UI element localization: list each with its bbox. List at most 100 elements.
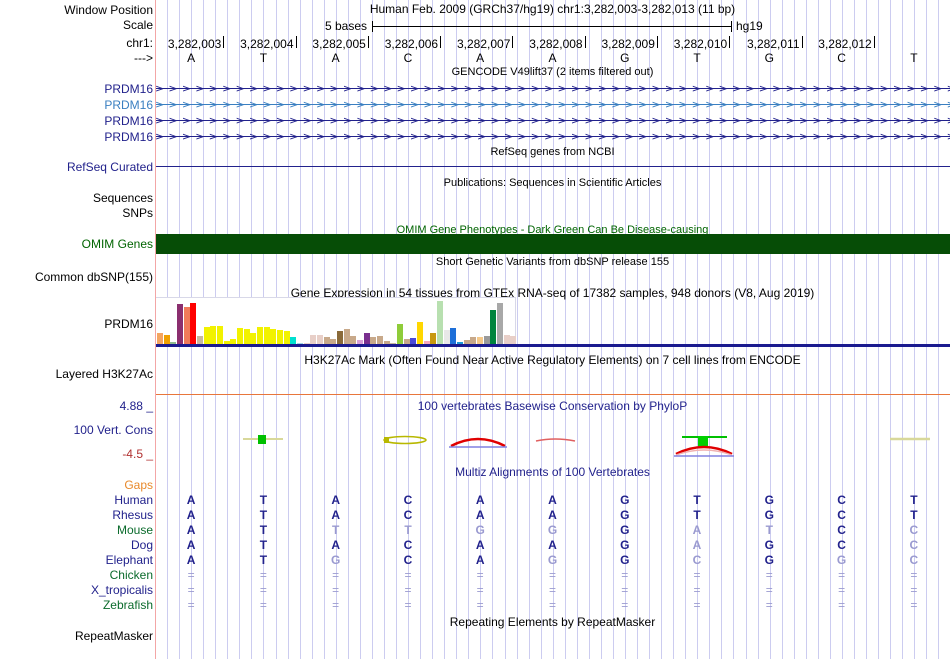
species-label[interactable]: Dog — [130, 538, 153, 552]
chromosome-label: chr1: — [126, 36, 153, 50]
layered-h3k27ac-label[interactable]: Layered H3K27Ac — [55, 367, 153, 381]
publications-track-title[interactable]: Publications: Sequences in Scientific Ar… — [443, 177, 662, 189]
gtex-tissue-bar[interactable] — [450, 328, 457, 344]
refseq-track-title[interactable]: RefSeq genes from NCBI — [490, 146, 615, 158]
gtex-tissue-bar[interactable] — [277, 330, 284, 344]
gencode-transcript-row[interactable]: >>>>>>>>>>>>>>>>>>>>>>>>>>>>>>>>>>>>>>>>… — [155, 131, 950, 143]
gtex-tissue-bar[interactable] — [177, 303, 184, 344]
gtex-tissue-bar[interactable] — [323, 337, 330, 344]
gtex-tissue-bar[interactable] — [310, 335, 317, 344]
gencode-gene-name[interactable]: PRDM16 — [104, 114, 153, 128]
dbsnp-track-title[interactable]: Short Genetic Variants from dbSNP releas… — [435, 256, 670, 268]
gtex-tissue-bar[interactable] — [197, 336, 204, 344]
conservation-track-label[interactable]: 100 Vert. Cons — [73, 423, 153, 437]
species-label[interactable]: Human — [114, 493, 153, 507]
strand-arrow-label: ---> — [134, 51, 153, 65]
gencode-gene-name[interactable]: PRDM16 — [104, 130, 153, 144]
gtex-tissue-bar[interactable] — [290, 337, 297, 344]
gtex-tissue-bar[interactable] — [477, 337, 484, 344]
gtex-tissue-bar[interactable] — [350, 336, 357, 344]
gtex-tissue-bar[interactable] — [343, 329, 350, 344]
gtex-tissue-bar[interactable] — [417, 321, 424, 344]
gtex-tissue-bar[interactable] — [370, 337, 377, 344]
species-label[interactable]: Rhesus — [112, 508, 153, 522]
gencode-gene-name[interactable]: PRDM16 — [104, 82, 153, 96]
repeatmasker-label[interactable]: RepeatMasker — [74, 629, 153, 643]
gtex-tissue-bar[interactable] — [190, 302, 197, 344]
gtex-tissue-bar[interactable] — [397, 324, 404, 344]
gtex-tissue-bar[interactable] — [430, 333, 437, 344]
gtex-tissue-bar[interactable] — [297, 343, 304, 344]
gencode-transcript-row[interactable]: >>>>>>>>>>>>>>>>>>>>>>>>>>>>>>>>>>>>>>>>… — [155, 99, 950, 111]
gencode-transcript-row[interactable]: >>>>>>>>>>>>>>>>>>>>>>>>>>>>>>>>>>>>>>>>… — [155, 83, 950, 95]
snps-label[interactable]: SNPs — [122, 206, 153, 220]
gtex-bars[interactable] — [157, 298, 517, 344]
gtex-tissue-bar[interactable] — [243, 329, 250, 344]
gtex-tissue-bar[interactable] — [330, 339, 337, 344]
gtex-tissue-bar[interactable] — [270, 329, 277, 344]
gtex-tissue-bar[interactable] — [157, 333, 164, 344]
common-dbsnp-label[interactable]: Common dbSNP(155) — [34, 270, 153, 284]
sequences-label[interactable]: Sequences — [92, 191, 153, 205]
gtex-tissue-bar[interactable] — [217, 326, 224, 344]
gtex-tissue-bar[interactable] — [410, 338, 417, 344]
gtex-tissue-bar[interactable] — [203, 327, 210, 344]
gtex-tissue-bar[interactable] — [230, 339, 237, 344]
alignment-base: A — [186, 538, 196, 552]
species-label[interactable]: Elephant — [105, 553, 153, 567]
gtex-tissue-bar[interactable] — [283, 331, 290, 344]
gtex-tissue-bar[interactable] — [483, 336, 490, 344]
gtex-tissue-bar[interactable] — [170, 342, 177, 344]
gtex-tissue-bar[interactable] — [303, 343, 310, 344]
ruler-coordinate: 3,282,012 — [818, 37, 872, 51]
gtex-tissue-bar[interactable] — [490, 309, 497, 344]
gtex-tissue-bar[interactable] — [257, 327, 264, 344]
species-label[interactable]: Chicken — [109, 568, 153, 582]
gtex-tissue-bar[interactable] — [163, 335, 170, 344]
gtex-tissue-bar[interactable] — [437, 301, 444, 344]
gtex-tissue-bar[interactable] — [503, 335, 510, 344]
gtex-tissue-bar[interactable] — [423, 341, 430, 344]
refseq-curated-label[interactable]: RefSeq Curated — [66, 160, 153, 174]
refseq-gene-line[interactable] — [155, 166, 950, 167]
gtex-tissue-bar[interactable] — [457, 342, 464, 344]
omim-track-title[interactable]: OMIM Gene Phenotypes - Dark Green Can Be… — [396, 224, 709, 236]
gtex-tissue-bar[interactable] — [463, 340, 470, 344]
gencode-gene-name[interactable]: PRDM16 — [104, 98, 153, 112]
gtex-tissue-bar[interactable] — [223, 341, 230, 344]
gtex-tissue-bar[interactable] — [210, 326, 217, 344]
h3k27ac-track-title[interactable]: H3K27Ac Mark (Often Found Near Active Re… — [304, 353, 801, 367]
gtex-tissue-bar[interactable] — [183, 306, 190, 344]
gtex-tissue-bar[interactable] — [357, 340, 364, 344]
gtex-tissue-bar[interactable] — [237, 328, 244, 344]
phylop-conservation-plot[interactable] — [155, 425, 950, 463]
gtex-track-title[interactable]: Gene Expression in 54 tissues from GTEx … — [290, 286, 815, 300]
gtex-tissue-bar[interactable] — [383, 341, 390, 344]
gencode-track-title[interactable]: GENCODE V49lift37 (2 items filtered out) — [451, 66, 654, 78]
omim-gene-bar[interactable] — [155, 234, 950, 254]
conservation-track-title[interactable]: 100 vertebrates Basewise Conservation by… — [417, 399, 688, 413]
omim-genes-label[interactable]: OMIM Genes — [81, 237, 153, 251]
gencode-transcript-row[interactable]: >>>>>>>>>>>>>>>>>>>>>>>>>>>>>>>>>>>>>>>>… — [155, 115, 950, 127]
multiz-track-title[interactable]: Multiz Alignments of 100 Vertebrates — [455, 465, 650, 479]
species-label[interactable]: Mouse — [116, 523, 153, 537]
gtex-tissue-bar[interactable] — [317, 335, 324, 344]
species-label[interactable]: X_tropicalis — [90, 583, 153, 597]
gtex-tissue-bar[interactable] — [363, 333, 370, 344]
gtex-tissue-bar[interactable] — [470, 337, 477, 344]
gtex-tissue-bar[interactable] — [250, 333, 257, 344]
gtex-tissue-bar[interactable] — [377, 336, 384, 344]
gtex-tissue-bar[interactable] — [497, 302, 504, 344]
gtex-gene-label[interactable]: PRDM16 — [104, 317, 153, 331]
gtex-tissue-bar[interactable] — [510, 336, 517, 344]
gtex-tissue-bar[interactable] — [443, 330, 450, 344]
gtex-tissue-bar[interactable] — [263, 327, 270, 344]
gtex-tissue-bar[interactable] — [390, 343, 397, 344]
alignment-base: T — [693, 493, 701, 507]
species-label[interactable]: Zebrafish — [102, 598, 153, 612]
gtex-expression-chart[interactable] — [155, 297, 950, 347]
gtex-tissue-bar[interactable] — [337, 331, 344, 344]
gtex-tissue-bar[interactable] — [403, 339, 410, 344]
repeatmasker-track-title[interactable]: Repeating Elements by RepeatMasker — [449, 615, 656, 629]
assembly-position-title[interactable]: Human Feb. 2009 (GRCh37/hg19) chr1:3,282… — [369, 2, 736, 16]
